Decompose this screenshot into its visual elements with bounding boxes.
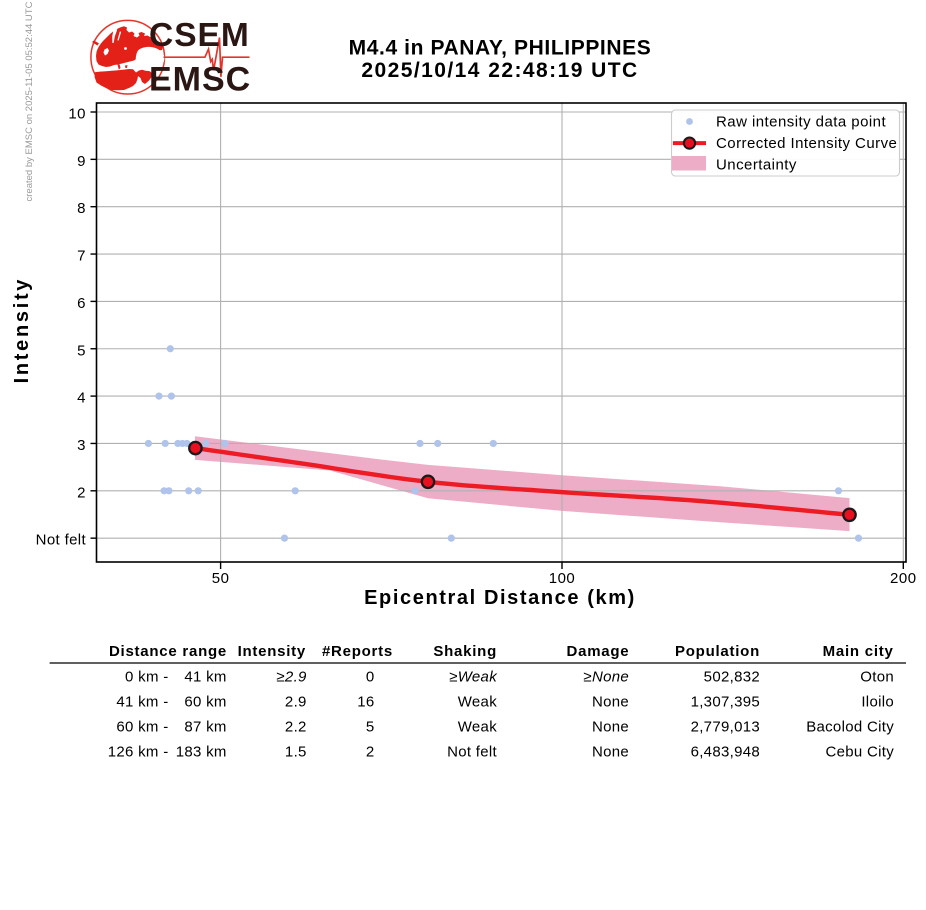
svg-text:Population: Population bbox=[675, 643, 760, 660]
svg-text:7: 7 bbox=[77, 248, 86, 265]
svg-text:60 km -: 60 km - bbox=[116, 719, 168, 736]
svg-text:None: None bbox=[592, 744, 629, 761]
svg-text:16: 16 bbox=[357, 694, 374, 711]
svg-text:Raw intensity data point: Raw intensity data point bbox=[716, 114, 886, 131]
svg-text:2,779,013: 2,779,013 bbox=[691, 719, 760, 736]
svg-text:183 km: 183 km bbox=[176, 744, 227, 761]
svg-text:41 km: 41 km bbox=[184, 669, 226, 686]
svg-text:2025/10/14 22:48:19 UTC: 2025/10/14 22:48:19 UTC bbox=[361, 59, 638, 82]
svg-text:≥Weak: ≥Weak bbox=[449, 669, 498, 686]
svg-text:2: 2 bbox=[366, 744, 375, 761]
svg-text:Not felt: Not felt bbox=[36, 532, 87, 549]
svg-text:10: 10 bbox=[68, 106, 86, 123]
svg-text:8: 8 bbox=[77, 200, 86, 217]
svg-text:0 km -: 0 km - bbox=[125, 669, 168, 686]
svg-text:Weak: Weak bbox=[458, 694, 497, 711]
svg-text:≥2.9: ≥2.9 bbox=[276, 669, 307, 686]
svg-text:None: None bbox=[592, 694, 629, 711]
svg-text:None: None bbox=[592, 719, 629, 736]
svg-text:3: 3 bbox=[77, 437, 86, 454]
svg-text:502,832: 502,832 bbox=[704, 669, 760, 686]
svg-text:87 km: 87 km bbox=[184, 719, 226, 736]
svg-text:≥None: ≥None bbox=[583, 669, 629, 686]
svg-text:2.2: 2.2 bbox=[285, 719, 307, 736]
svg-text:CSEM: CSEM bbox=[149, 17, 250, 54]
svg-text:50: 50 bbox=[212, 570, 230, 587]
svg-text:Oton: Oton bbox=[860, 669, 894, 686]
svg-text:Cebu City: Cebu City bbox=[825, 744, 894, 761]
svg-text:Corrected Intensity Curve: Corrected Intensity Curve bbox=[716, 135, 897, 152]
svg-text:5: 5 bbox=[366, 719, 375, 736]
svg-text:100: 100 bbox=[549, 570, 576, 587]
svg-text:1,307,395: 1,307,395 bbox=[691, 694, 760, 711]
svg-text:Intensity: Intensity bbox=[11, 277, 33, 384]
svg-text:Damage: Damage bbox=[567, 643, 630, 660]
svg-text:126 km -: 126 km - bbox=[108, 744, 169, 761]
svg-text:Distance range: Distance range bbox=[109, 643, 227, 660]
svg-text:Main city: Main city bbox=[823, 643, 894, 660]
svg-text:Iloilo: Iloilo bbox=[861, 694, 894, 711]
svg-text:41 km -: 41 km - bbox=[116, 694, 168, 711]
svg-text:200: 200 bbox=[890, 570, 917, 587]
svg-text:60 km: 60 km bbox=[184, 694, 226, 711]
svg-text:Weak: Weak bbox=[458, 719, 497, 736]
svg-text:EMSC: EMSC bbox=[149, 61, 251, 99]
svg-text:Uncertainty: Uncertainty bbox=[716, 156, 797, 173]
svg-text:6,483,948: 6,483,948 bbox=[691, 744, 760, 761]
svg-text:Epicentral Distance (km): Epicentral Distance (km) bbox=[364, 587, 636, 609]
svg-text:5: 5 bbox=[77, 342, 86, 359]
svg-text:2.9: 2.9 bbox=[285, 694, 307, 711]
svg-text:created by EMSC on 2025-11-05: created by EMSC on 2025-11-05 05:52:44 U… bbox=[24, 1, 35, 201]
svg-text:Bacolod City: Bacolod City bbox=[806, 719, 894, 736]
svg-text:M4.4 in PANAY, PHILIPPINES: M4.4 in PANAY, PHILIPPINES bbox=[349, 37, 652, 60]
svg-text:6: 6 bbox=[77, 295, 86, 312]
svg-text:1.5: 1.5 bbox=[285, 744, 307, 761]
svg-text:4: 4 bbox=[77, 390, 86, 407]
svg-text:#Reports: #Reports bbox=[322, 643, 393, 660]
svg-text:Shaking: Shaking bbox=[433, 643, 497, 660]
svg-text:Intensity: Intensity bbox=[238, 643, 306, 660]
svg-text:2: 2 bbox=[77, 484, 86, 501]
svg-text:0: 0 bbox=[366, 669, 375, 686]
svg-text:Not felt: Not felt bbox=[447, 744, 497, 761]
svg-text:9: 9 bbox=[77, 153, 86, 170]
